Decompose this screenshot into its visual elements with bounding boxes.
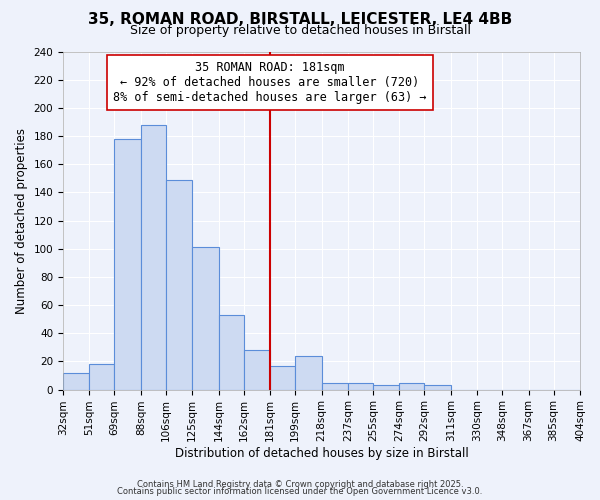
Y-axis label: Number of detached properties: Number of detached properties bbox=[15, 128, 28, 314]
Bar bbox=[244, 350, 270, 390]
Bar bbox=[400, 382, 424, 390]
Bar bbox=[424, 386, 451, 390]
Text: Contains HM Land Registry data © Crown copyright and database right 2025.: Contains HM Land Registry data © Crown c… bbox=[137, 480, 463, 489]
Bar bbox=[373, 386, 400, 390]
Bar bbox=[218, 315, 244, 390]
Bar bbox=[141, 125, 166, 390]
Bar bbox=[348, 382, 373, 390]
Bar bbox=[63, 372, 89, 390]
Bar bbox=[322, 382, 348, 390]
Text: Size of property relative to detached houses in Birstall: Size of property relative to detached ho… bbox=[130, 24, 470, 37]
Bar bbox=[270, 366, 295, 390]
Bar bbox=[166, 180, 192, 390]
Text: 35, ROMAN ROAD, BIRSTALL, LEICESTER, LE4 4BB: 35, ROMAN ROAD, BIRSTALL, LEICESTER, LE4… bbox=[88, 12, 512, 28]
Bar bbox=[295, 356, 322, 390]
Text: Contains public sector information licensed under the Open Government Licence v3: Contains public sector information licen… bbox=[118, 487, 482, 496]
Bar bbox=[89, 364, 115, 390]
Bar bbox=[115, 139, 141, 390]
X-axis label: Distribution of detached houses by size in Birstall: Distribution of detached houses by size … bbox=[175, 447, 469, 460]
Text: 35 ROMAN ROAD: 181sqm
← 92% of detached houses are smaller (720)
8% of semi-deta: 35 ROMAN ROAD: 181sqm ← 92% of detached … bbox=[113, 62, 427, 104]
Bar bbox=[192, 248, 218, 390]
